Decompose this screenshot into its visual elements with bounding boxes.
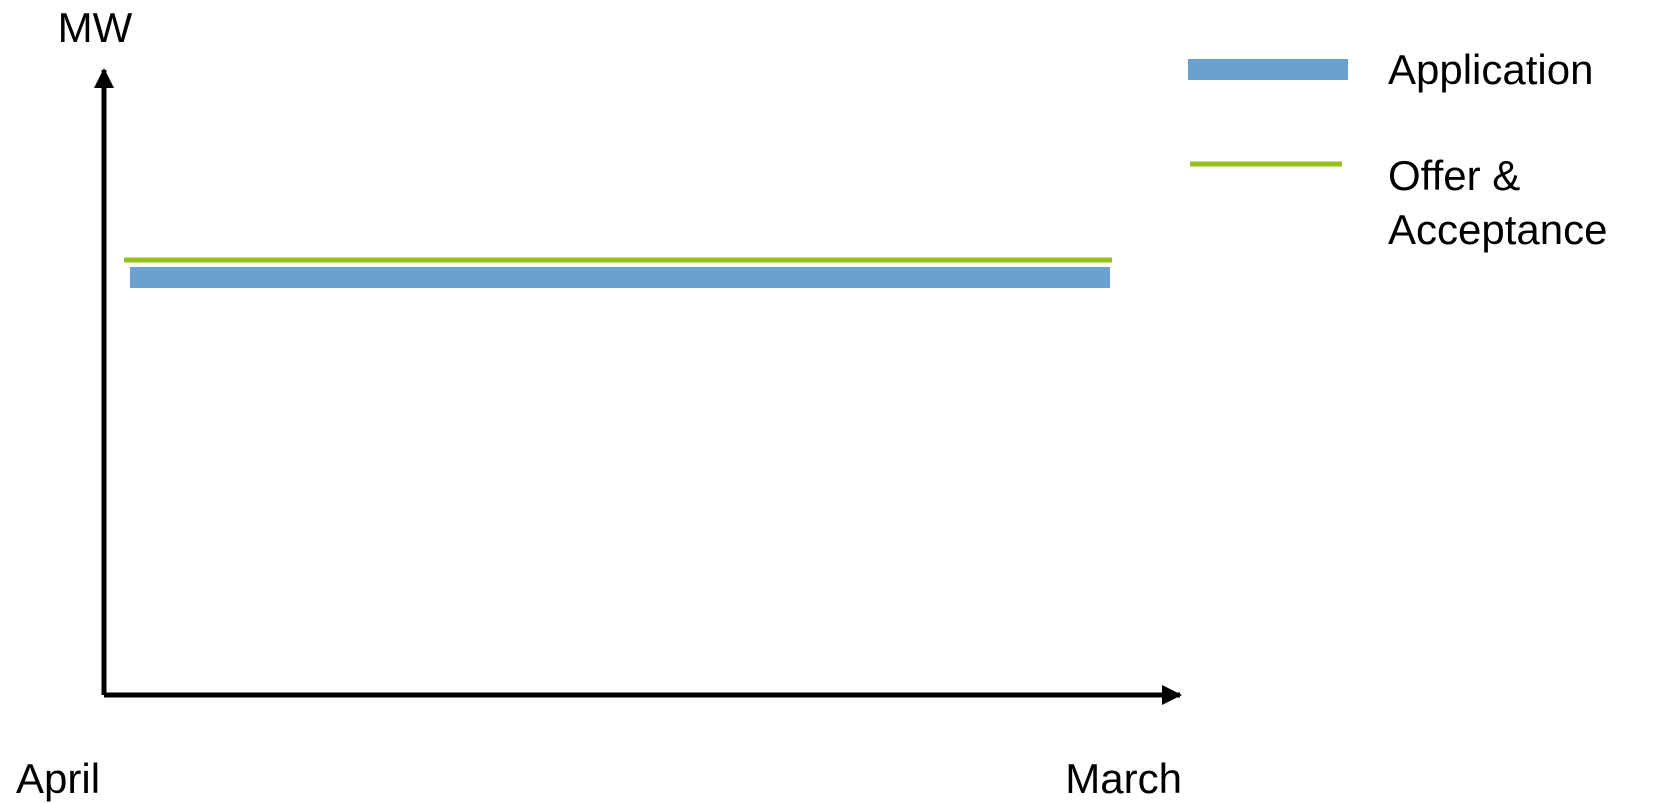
x-tick-label-april: April — [16, 755, 100, 802]
x-tick-label-march: March — [1065, 755, 1182, 802]
legend-label-application: Application — [1388, 46, 1593, 93]
legend-swatch-application — [1188, 59, 1348, 80]
legend: Application Offer & Acceptance — [1188, 46, 1607, 253]
legend-label-offer-acceptance-line1: Offer & — [1388, 152, 1520, 199]
series-application-bar — [130, 267, 1110, 288]
y-axis-label: MW — [58, 4, 133, 51]
legend-label-offer-acceptance-line2: Acceptance — [1388, 206, 1607, 253]
